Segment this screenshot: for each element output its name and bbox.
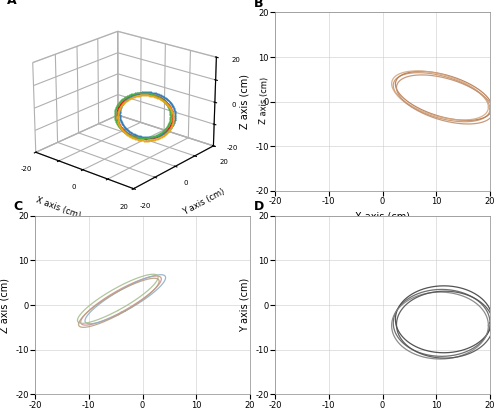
Y-axis label: Z axis (cm): Z axis (cm) (240, 74, 250, 129)
X-axis label: X axis (cm): X axis (cm) (355, 212, 410, 222)
Text: B: B (254, 0, 263, 10)
Text: C: C (14, 200, 22, 213)
Y-axis label: Y axis (cm): Y axis (cm) (240, 278, 250, 332)
X-axis label: X axis (cm): X axis (cm) (34, 195, 82, 220)
Y-axis label: Z axis (cm): Z axis (cm) (0, 278, 10, 332)
Text: A: A (7, 0, 16, 7)
Y-axis label: Y axis (cm): Y axis (cm) (182, 187, 227, 217)
Text: D: D (254, 200, 264, 213)
